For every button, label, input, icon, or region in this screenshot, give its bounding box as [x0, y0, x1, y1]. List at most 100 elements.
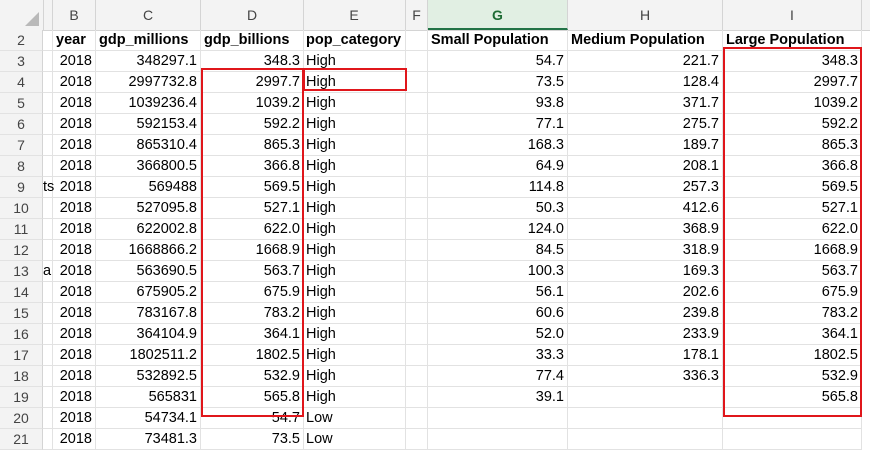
cell-small-population[interactable]: 39.1: [428, 387, 568, 408]
cell-a6[interactable]: [43, 114, 53, 135]
row-header-20[interactable]: 20: [0, 408, 43, 429]
header-large-population[interactable]: Large Population: [723, 30, 862, 51]
cell-gdp-billions[interactable]: 364.1: [201, 324, 304, 345]
cell-medium-population[interactable]: 257.3: [568, 177, 723, 198]
row-header-18[interactable]: 18: [0, 366, 43, 387]
cell-small-population[interactable]: 84.5: [428, 240, 568, 261]
cell-large-population[interactable]: 1668.9: [723, 240, 862, 261]
cell-small-population[interactable]: 114.8: [428, 177, 568, 198]
cell-year[interactable]: 2018: [53, 72, 96, 93]
row-header-21[interactable]: 21: [0, 429, 43, 450]
select-all-corner[interactable]: [0, 0, 44, 30]
row-header-14[interactable]: 14: [0, 282, 43, 303]
cell-medium-population[interactable]: 128.4: [568, 72, 723, 93]
cell-year[interactable]: 2018: [53, 93, 96, 114]
cell-gdp-billions[interactable]: 622.0: [201, 219, 304, 240]
cell-large-population[interactable]: 783.2: [723, 303, 862, 324]
header-gdp-billions[interactable]: gdp_billions: [201, 30, 304, 51]
cell-large-population[interactable]: [723, 408, 862, 429]
cell-small-population[interactable]: 64.9: [428, 156, 568, 177]
cell-a12[interactable]: [43, 240, 53, 261]
cell-medium-population[interactable]: 239.8: [568, 303, 723, 324]
cell-a9[interactable]: ts: [43, 177, 54, 198]
cell-f21[interactable]: [406, 429, 428, 450]
cell-large-population[interactable]: [723, 429, 862, 450]
cell-a2[interactable]: [43, 30, 53, 51]
column-header-f[interactable]: F: [406, 0, 428, 30]
cell-f9[interactable]: [406, 177, 428, 198]
cell-year[interactable]: 2018: [53, 240, 96, 261]
cell-pop-category[interactable]: High: [303, 303, 406, 324]
row-header-2[interactable]: 2: [0, 30, 43, 51]
cell-a10[interactable]: [43, 198, 53, 219]
cell-pop-category[interactable]: High: [303, 72, 406, 93]
cell-large-population[interactable]: 527.1: [723, 198, 862, 219]
cell-gdp-millions[interactable]: 675905.2: [96, 282, 201, 303]
cell-year[interactable]: 2018: [53, 135, 96, 156]
cell-small-population[interactable]: 33.3: [428, 345, 568, 366]
cell-year[interactable]: 2018: [53, 282, 96, 303]
cell-small-population[interactable]: 52.0: [428, 324, 568, 345]
cell-f8[interactable]: [406, 156, 428, 177]
cell-a14[interactable]: [43, 282, 53, 303]
cell-a15[interactable]: [43, 303, 53, 324]
cell-large-population[interactable]: 348.3: [723, 51, 862, 72]
header-small-population[interactable]: Small Population: [428, 30, 568, 51]
cell-gdp-millions[interactable]: 532892.5: [96, 366, 201, 387]
cell-medium-population[interactable]: 169.3: [568, 261, 723, 282]
cell-a4[interactable]: [43, 72, 53, 93]
cell-a7[interactable]: [43, 135, 53, 156]
column-header-h[interactable]: H: [568, 0, 723, 30]
row-header-11[interactable]: 11: [0, 219, 43, 240]
cell-f3[interactable]: [406, 51, 428, 72]
cell-year[interactable]: 2018: [53, 303, 96, 324]
cell-pop-category[interactable]: High: [303, 51, 406, 72]
cell-gdp-billions[interactable]: 675.9: [201, 282, 304, 303]
column-header-i[interactable]: I: [723, 0, 862, 30]
cell-small-population[interactable]: 56.1: [428, 282, 568, 303]
header-medium-population[interactable]: Medium Population: [568, 30, 723, 51]
cell-small-population[interactable]: 124.0: [428, 219, 568, 240]
cell-medium-population[interactable]: 202.6: [568, 282, 723, 303]
row-header-3[interactable]: 3: [0, 51, 43, 72]
cell-pop-category[interactable]: Low: [303, 408, 406, 429]
cell-a19[interactable]: [43, 387, 53, 408]
cell-small-population[interactable]: 73.5: [428, 72, 568, 93]
cell-a13[interactable]: a: [43, 261, 53, 282]
column-header-c[interactable]: C: [96, 0, 201, 30]
row-header-6[interactable]: 6: [0, 114, 43, 135]
row-header-12[interactable]: 12: [0, 240, 43, 261]
row-header-19[interactable]: 19: [0, 387, 43, 408]
cell-gdp-billions[interactable]: 1039.2: [201, 93, 304, 114]
cell-f17[interactable]: [406, 345, 428, 366]
cell-f2[interactable]: [406, 30, 428, 51]
cell-gdp-millions[interactable]: 783167.8: [96, 303, 201, 324]
row-header-10[interactable]: 10: [0, 198, 43, 219]
cell-medium-population[interactable]: 371.7: [568, 93, 723, 114]
cell-large-population[interactable]: 865.3: [723, 135, 862, 156]
cell-large-population[interactable]: 1802.5: [723, 345, 862, 366]
cell-large-population[interactable]: 569.5: [723, 177, 862, 198]
cell-medium-population[interactable]: 412.6: [568, 198, 723, 219]
row-header-8[interactable]: 8: [0, 156, 43, 177]
cell-medium-population[interactable]: 178.1: [568, 345, 723, 366]
cell-small-population[interactable]: 60.6: [428, 303, 568, 324]
cell-small-population[interactable]: [428, 429, 568, 450]
cell-large-population[interactable]: 563.7: [723, 261, 862, 282]
cell-f13[interactable]: [406, 261, 428, 282]
cell-large-population[interactable]: 592.2: [723, 114, 862, 135]
cell-gdp-millions[interactable]: 1039236.4: [96, 93, 201, 114]
cell-gdp-millions[interactable]: 1668866.2: [96, 240, 201, 261]
cell-f11[interactable]: [406, 219, 428, 240]
cell-gdp-billions[interactable]: 532.9: [201, 366, 304, 387]
cell-gdp-billions[interactable]: 865.3: [201, 135, 304, 156]
cell-gdp-billions[interactable]: 527.1: [201, 198, 304, 219]
cell-large-population[interactable]: 364.1: [723, 324, 862, 345]
cell-small-population[interactable]: 77.1: [428, 114, 568, 135]
cell-gdp-billions[interactable]: 54.7: [201, 408, 304, 429]
cell-gdp-millions[interactable]: 565831: [96, 387, 201, 408]
cell-a18[interactable]: [43, 366, 53, 387]
cell-pop-category[interactable]: High: [303, 324, 406, 345]
cell-gdp-billions[interactable]: 569.5: [201, 177, 304, 198]
cell-f4[interactable]: [406, 72, 428, 93]
